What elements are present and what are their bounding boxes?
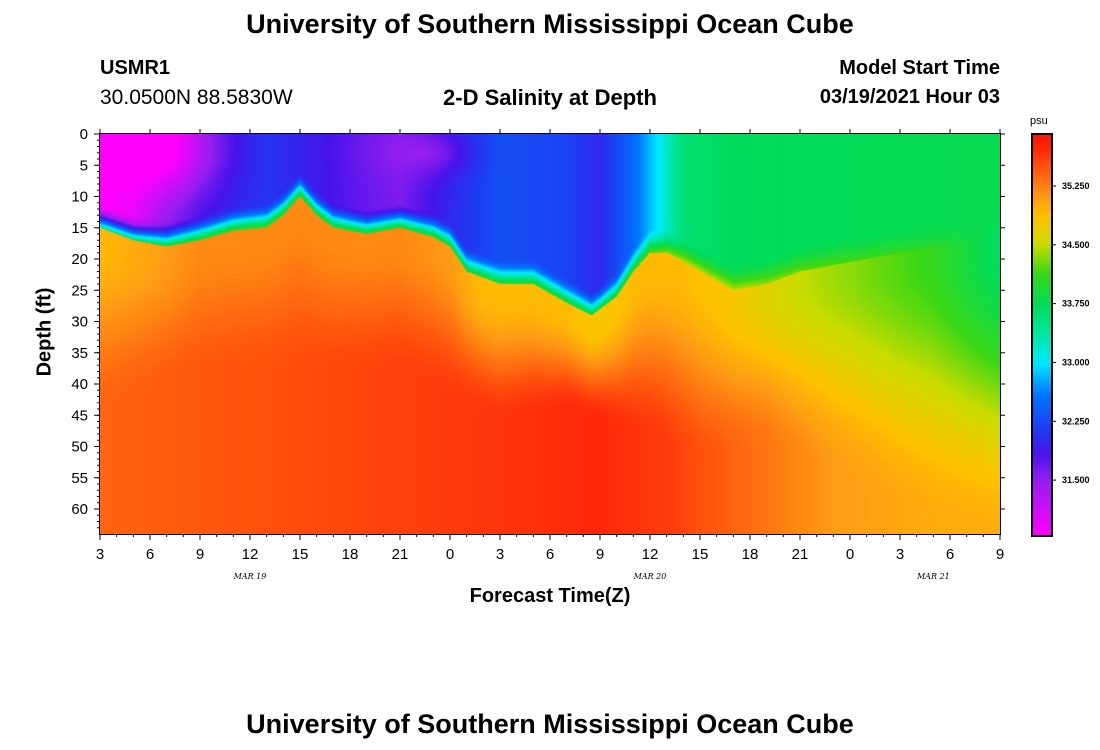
x-tick-label: 9 [196,546,204,563]
x-tick-label: 3 [896,546,904,563]
x-tick-label: 15 [292,546,309,563]
x-tick-label: 3 [96,546,104,563]
y-tick-label: 15 [71,220,88,237]
x-tick-label: 18 [342,546,359,563]
model-start-label: Model Start Time [839,57,1000,79]
x-tick-label: 12 [242,546,259,563]
x-tick-label: 6 [146,546,154,563]
x-tick-label: 21 [392,546,409,563]
station-id: USMR1 [100,57,171,79]
date-label: MAR 20 [633,572,667,581]
chart-title: University of Southern Mississippi Ocean… [246,9,854,39]
y-tick-label: 55 [71,470,88,487]
model-start-value: 03/19/2021 Hour 03 [819,86,1000,108]
x-tick-label: 3 [496,546,504,563]
colorbar-tick-label: 35.250 [1062,181,1090,191]
x-tick-label: 6 [946,546,954,563]
footer-title: University of Southern Mississippi Ocean… [246,709,854,739]
salinity-heatmap [100,134,1000,534]
x-tick-label: 9 [996,546,1004,563]
colorbar-units: psu [1030,115,1048,127]
colorbar-tick-label: 31.500 [1062,475,1090,485]
x-tick-label: 0 [846,546,854,563]
colorbar-tick-label: 34.500 [1062,240,1090,250]
chart-subtitle: 2-D Salinity at Depth [443,85,657,110]
x-tick-label: 21 [792,546,809,563]
y-tick-label: 5 [80,157,88,174]
date-label: MAR 19 [233,572,267,581]
x-tick-label: 18 [742,546,759,563]
y-tick-label: 25 [71,282,88,299]
y-axis-label: Depth (ft) [33,287,56,377]
y-tick-label: 0 [80,126,88,143]
x-axis-label: Forecast Time(Z) [469,585,631,607]
x-tick-label: 15 [692,546,709,563]
x-tick-label: 9 [596,546,604,563]
y-tick-label: 40 [71,376,88,393]
y-tick-label: 50 [71,439,88,456]
x-tick-label: 0 [446,546,454,563]
y-tick-label: 60 [71,501,88,518]
y-tick-label: 45 [71,407,88,424]
colorbar-tick-label: 33.000 [1062,357,1090,367]
y-tick-label: 20 [71,251,88,268]
y-tick-label: 10 [71,189,88,206]
x-tick-label: 6 [546,546,554,563]
station-coords: 30.0500N 88.5830W [100,86,293,109]
y-tick-label: 35 [71,345,88,362]
y-tick-label: 30 [71,314,88,331]
date-label: MAR 21 [916,572,950,581]
colorbar [1031,133,1053,537]
colorbar-tick-label: 32.250 [1062,416,1090,426]
colorbar-tick-label: 33.750 [1062,299,1090,309]
x-tick-label: 12 [642,546,659,563]
